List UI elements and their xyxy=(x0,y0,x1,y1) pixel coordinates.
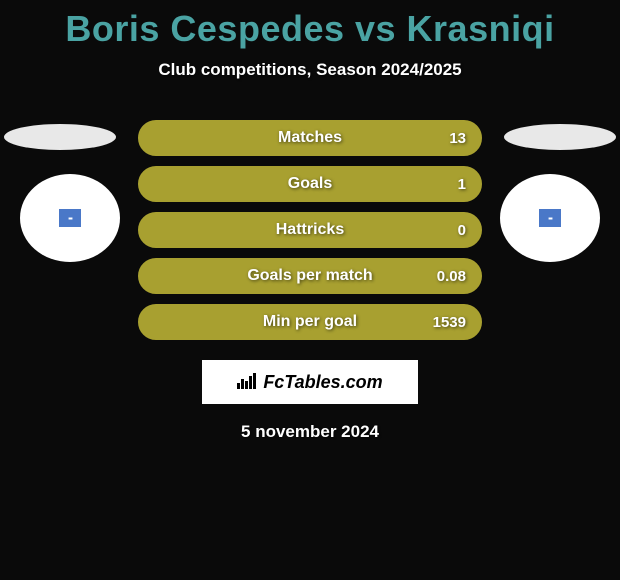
stat-value-right: 13 xyxy=(449,130,466,147)
date-text: 5 november 2024 xyxy=(0,422,620,442)
stat-row: Goals per match 0.08 xyxy=(138,258,482,294)
stat-row: Min per goal 1539 xyxy=(138,304,482,340)
stats-area: ▪▪ ▪▪ Matches 13 Goals 1 Hattricks 0 Goa… xyxy=(0,120,620,442)
comparison-card: Boris Cespedes vs Krasniqi Club competit… xyxy=(0,0,620,580)
shield-icon: ▪▪ xyxy=(59,209,81,227)
stat-label: Goals xyxy=(288,175,332,193)
chart-icon xyxy=(237,371,259,394)
player-right-badge: ▪▪ xyxy=(500,174,600,262)
stat-row: Matches 13 xyxy=(138,120,482,156)
shield-icon: ▪▪ xyxy=(539,209,561,227)
stat-value-right: 0.08 xyxy=(437,268,466,285)
stat-row: Goals 1 xyxy=(138,166,482,202)
stat-label: Goals per match xyxy=(247,267,372,285)
logo-text: FcTables.com xyxy=(263,372,382,393)
stat-label: Min per goal xyxy=(263,313,357,331)
stat-label: Matches xyxy=(278,129,342,147)
stat-label: Hattricks xyxy=(276,221,344,239)
player-left-badge: ▪▪ xyxy=(20,174,120,262)
logo-box: FcTables.com xyxy=(202,360,418,404)
player-left-ellipse xyxy=(4,124,116,150)
stat-value-right: 1 xyxy=(458,176,466,193)
stat-value-right: 0 xyxy=(458,222,466,239)
stat-value-right: 1539 xyxy=(433,314,466,331)
stat-row: Hattricks 0 xyxy=(138,212,482,248)
subtitle: Club competitions, Season 2024/2025 xyxy=(0,60,620,80)
player-right-ellipse xyxy=(504,124,616,150)
page-title: Boris Cespedes vs Krasniqi xyxy=(0,0,620,50)
